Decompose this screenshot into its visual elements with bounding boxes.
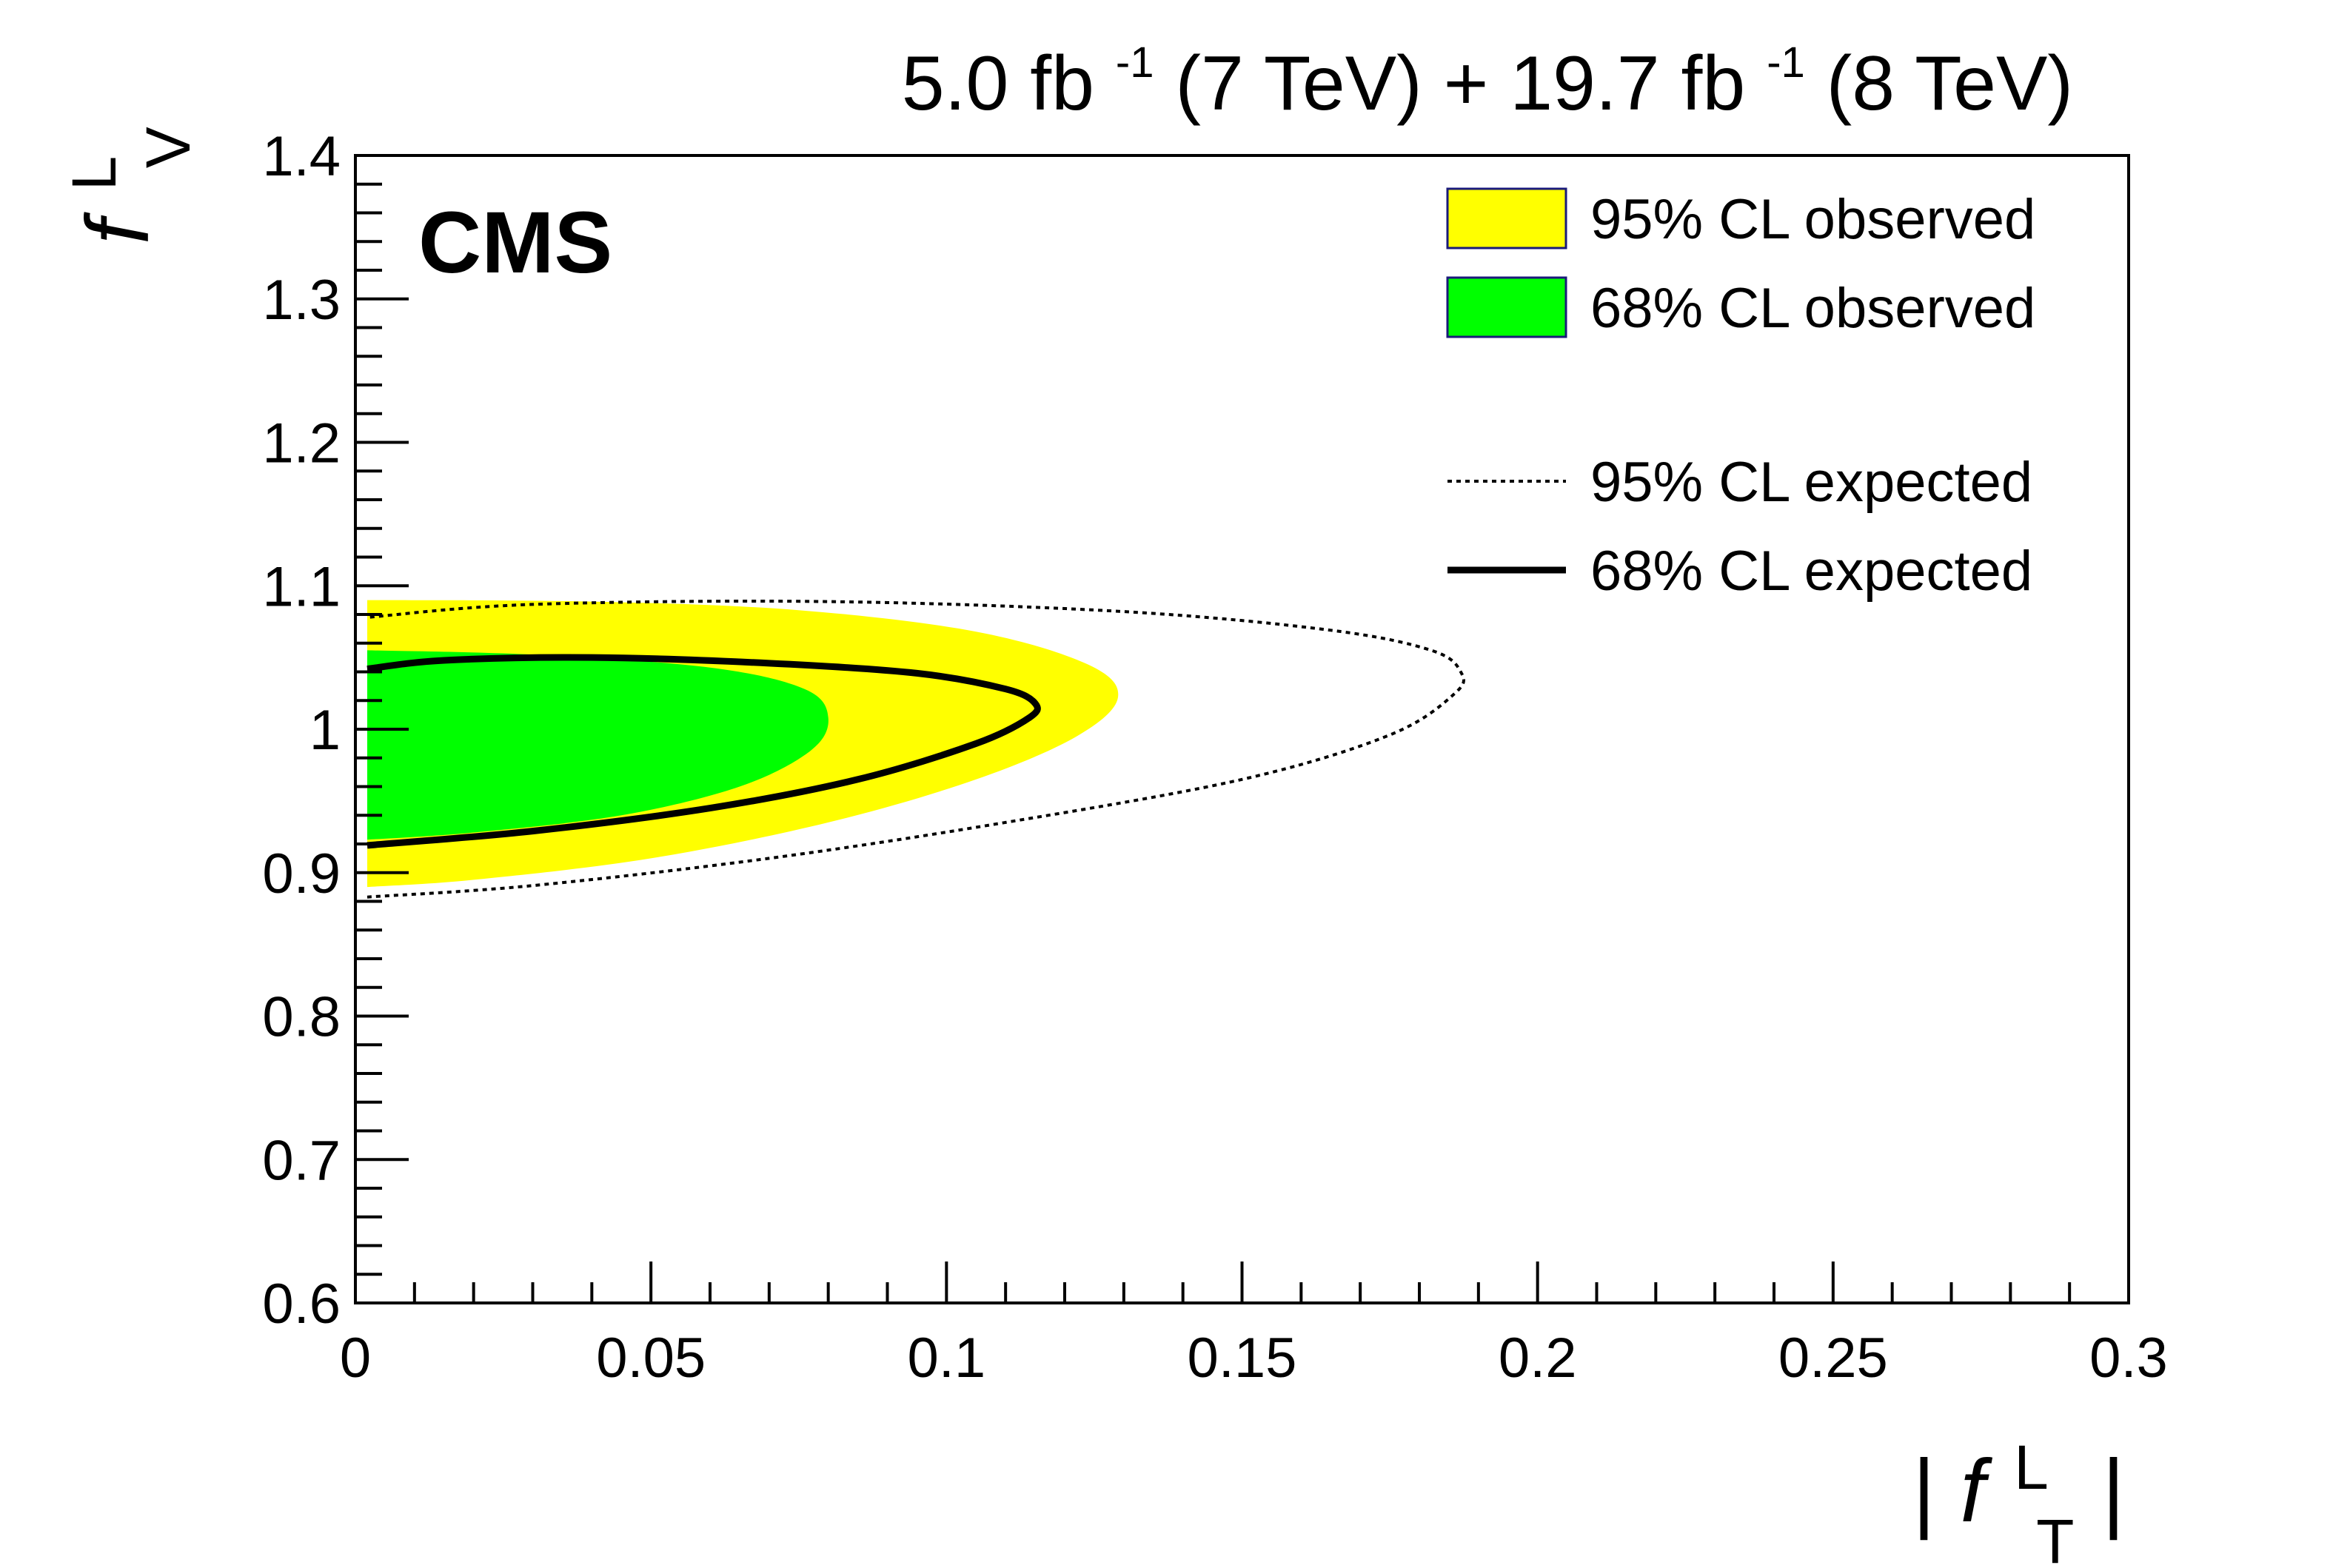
lumi-sup2: -1: [1767, 38, 1805, 87]
contour-95-cl-expected: [366, 599, 1465, 899]
legend-swatch: [1446, 276, 1567, 338]
y-axis-title-subscript: V: [133, 127, 203, 168]
legend-label: 95% CL observed: [1590, 188, 2035, 251]
x-tick-label: 0: [340, 1327, 371, 1390]
lumi-label: 5.0 fb -1 (7 TeV) + 19.7 fb -1 (8 TeV): [902, 8, 2073, 127]
y-tick-label: 0.8: [262, 986, 341, 1049]
lumi-part2: (7 TeV) + 19.7 fb: [1175, 41, 1745, 127]
legend-label: 95% CL expected: [1590, 451, 2032, 514]
y-tick-label: 1: [309, 699, 341, 762]
x-axis: 0 0.05 0.1 0.15 0.2 0.25 0.3: [340, 1262, 2168, 1390]
x-axis-title: | f L T |: [1912, 1409, 2125, 1568]
x-axis-title-subscript: T: [2036, 1507, 2074, 1568]
region-68-cl-observed: [367, 650, 829, 840]
y-tick-label: 0.6: [262, 1273, 341, 1336]
experiment-label: CMS: [418, 194, 612, 292]
y-axis-title-superscript: L: [59, 156, 129, 191]
lumi-sup1: -1: [1116, 38, 1154, 87]
y-tick-label: 1.1: [262, 555, 341, 618]
y-tick-label: 1.3: [262, 269, 341, 332]
x-axis-title-superscript: L: [2014, 1433, 2049, 1502]
contour-68-cl-expected: [366, 654, 1041, 849]
lumi-part1: 5.0 fb: [902, 41, 1094, 127]
y-axis: 0.6 0.7 0.8 0.9 1 1.1 1.2 1.3 1.4: [262, 125, 409, 1336]
x-tick-label: 0.2: [1499, 1327, 1577, 1390]
y-tick-label: 0.7: [262, 1129, 341, 1192]
x-tick-label: 0.1: [908, 1327, 986, 1390]
x-tick-label: 0.3: [2089, 1327, 2168, 1390]
x-tick-label: 0.25: [1778, 1327, 1888, 1390]
x-tick-label: 0.05: [596, 1327, 706, 1390]
x-axis-title-open-bar: |: [1912, 1441, 1935, 1541]
x-axis-title-symbol: f: [1960, 1441, 1992, 1541]
legend-label: 68% CL expected: [1590, 540, 2032, 603]
legend: 95% CL observed 68% CL observed 95% CL exp…: [1446, 187, 2035, 603]
y-tick-label: 1.2: [262, 412, 341, 475]
legend-label: 68% CL observed: [1590, 277, 2035, 340]
y-tick-label: 1.4: [262, 125, 341, 188]
x-axis-title-close-bar: |: [2102, 1441, 2125, 1541]
y-axis-title-symbol: f: [68, 212, 167, 244]
legend-swatch: [1446, 187, 1567, 249]
y-tick-label: 0.9: [262, 842, 341, 905]
series-layer: [366, 599, 1465, 899]
lumi-part3: (8 TeV): [1827, 41, 2073, 127]
y-axis-title: f L V: [36, 127, 203, 244]
x-tick-label: 0.15: [1188, 1327, 1297, 1390]
